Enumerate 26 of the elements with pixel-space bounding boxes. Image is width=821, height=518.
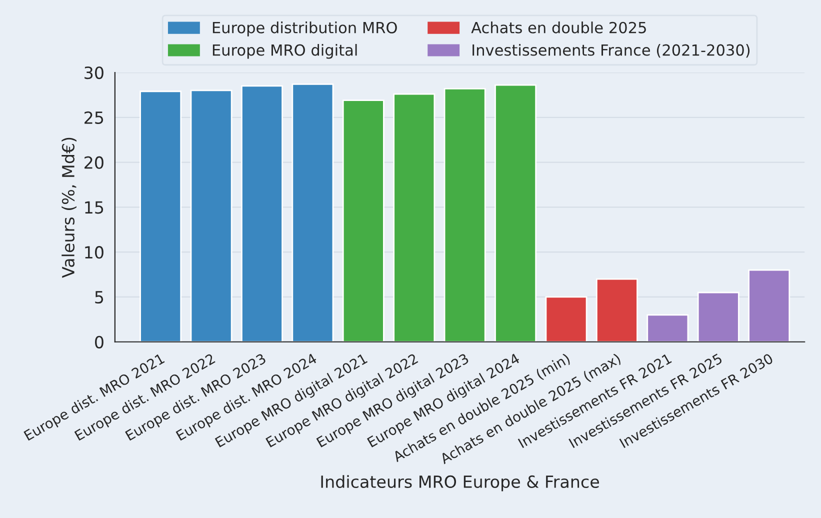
y-tick-label: 15 bbox=[85, 201, 104, 214]
y-tick-label: 10 bbox=[85, 246, 104, 259]
bar bbox=[444, 88, 486, 342]
bar bbox=[393, 93, 436, 342]
bar bbox=[596, 278, 638, 342]
bar bbox=[342, 100, 384, 342]
y-tick-label: 25 bbox=[84, 111, 104, 124]
y-tick-label: 20 bbox=[84, 156, 104, 169]
x-axis-title: Indicateurs MRO Europe & France bbox=[321, 475, 599, 492]
bar bbox=[140, 90, 182, 342]
bar bbox=[241, 85, 283, 342]
legend-label: Achats en double 2025 bbox=[471, 22, 646, 34]
bar bbox=[646, 314, 689, 342]
legend-label: Investissements France (2021-2030) bbox=[472, 44, 750, 58]
bar bbox=[697, 292, 740, 342]
y-axis-title: Valeurs (%, Md€) bbox=[62, 138, 76, 278]
y-tick-label: 30 bbox=[84, 66, 104, 80]
y-tick-label: 5 bbox=[95, 291, 104, 304]
bar bbox=[190, 90, 232, 342]
bar bbox=[545, 296, 588, 342]
legend-label: Europe distribution MRO bbox=[212, 22, 397, 36]
bar bbox=[494, 84, 537, 342]
bar bbox=[748, 269, 790, 342]
y-tick-label: 0 bbox=[95, 336, 104, 348]
legend-label: Europe MRO digital bbox=[212, 44, 357, 59]
bar bbox=[292, 83, 334, 342]
